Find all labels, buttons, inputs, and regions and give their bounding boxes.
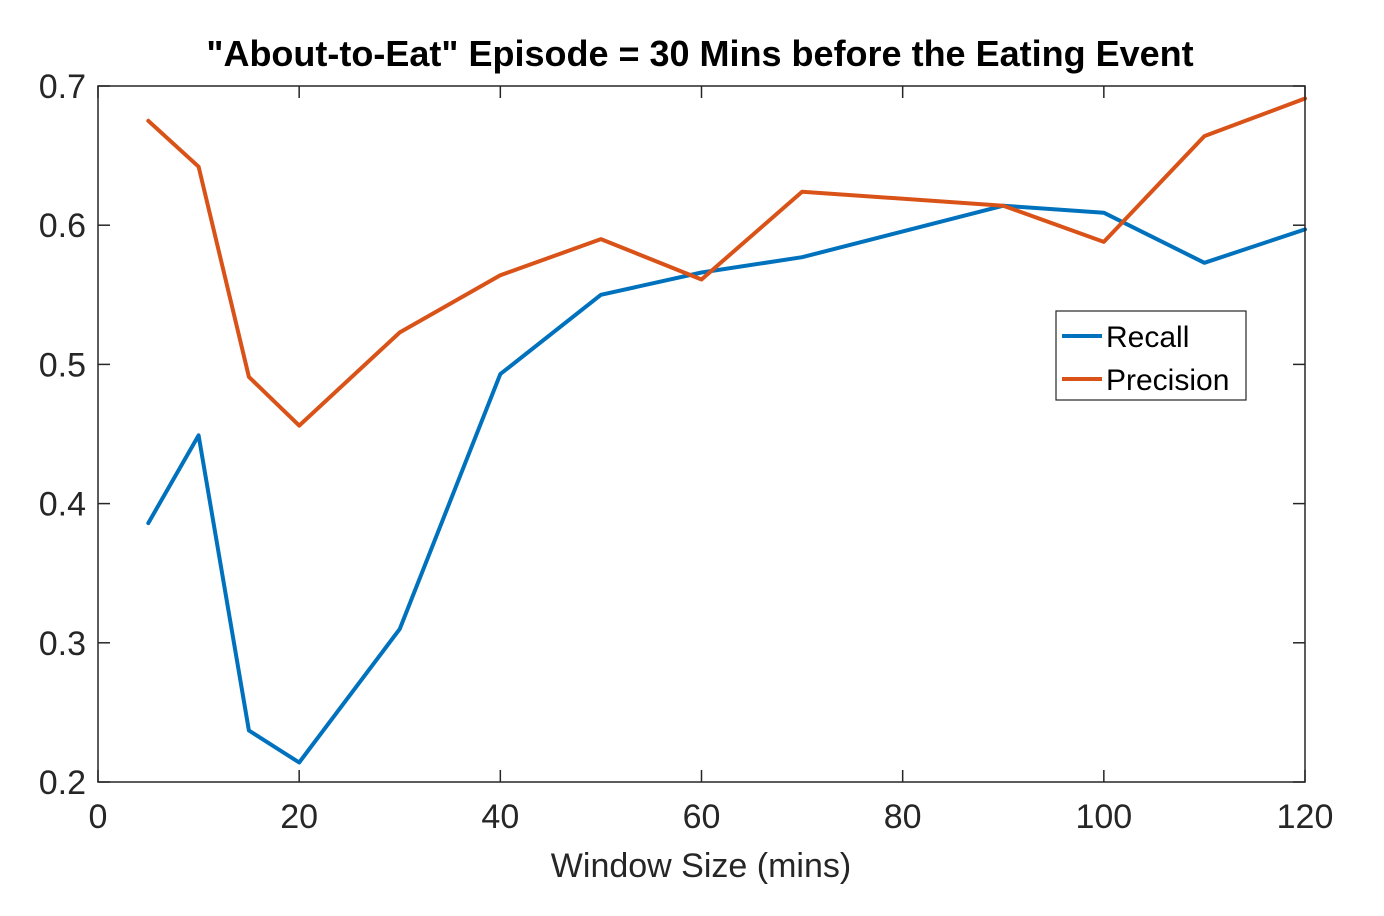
x-tick-label: 100 [1075,798,1132,836]
legend-label-recall: Recall [1106,321,1189,354]
legend: Recall Precision [1055,310,1247,401]
axis-ticks: 0 20 40 60 80 100 120 0.2 0.3 0.4 0.5 0.6 0.7 [39,68,1334,836]
legend-label-precision: Precision [1106,364,1229,397]
x-axis-label: Window Size (mins) [551,847,851,885]
y-tick-label: 0.6 [39,207,86,245]
y-tick-label: 0.4 [39,486,86,524]
x-tick-label: 120 [1277,798,1334,836]
y-tick-label: 0.3 [39,625,86,663]
y-tick-label: 0.2 [39,764,86,802]
x-tick-label: 0 [89,798,108,836]
series-line-recall [146,203,1307,765]
series-line-precision [146,96,1307,428]
series-layer [146,96,1307,765]
x-tick-label: 20 [280,798,318,836]
legend-box [1055,310,1247,401]
x-tick-label: 80 [884,798,922,836]
y-tick-label: 0.5 [39,346,86,384]
y-tick-label: 0.7 [39,68,86,106]
x-tick-label: 40 [481,798,519,836]
plot-area-frame [97,85,1306,783]
x-tick-label: 60 [683,798,721,836]
chart-title: "About-to-Eat" Episode = 30 Mins before … [206,33,1193,74]
